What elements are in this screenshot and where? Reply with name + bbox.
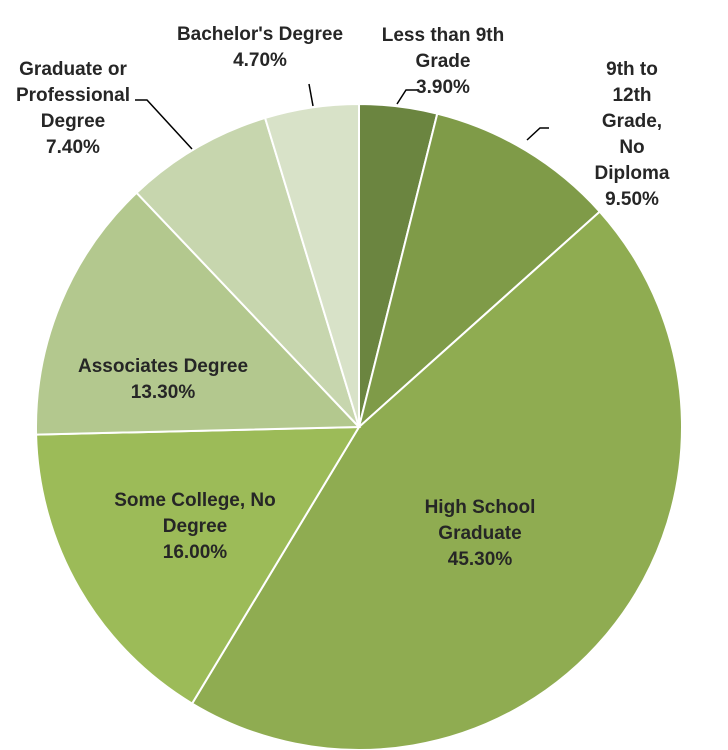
slice-category: 9th to 12th Grade, No Diploma <box>594 59 670 184</box>
leader-line-less-than-9th <box>396 89 418 105</box>
slice-category: Some College, No Degree <box>114 490 276 537</box>
slice-label-graduate: Graduate or Professional Degree 7.40% <box>16 57 130 161</box>
slice-category: Associates Degree <box>77 356 249 377</box>
pie-slice-associates <box>35 191 362 436</box>
slice-label-9th-to-12th: 9th to 12th Grade, No Diploma 9.50% <box>584 57 680 213</box>
slice-label-associates: Associates Degree 13.30% <box>78 354 248 406</box>
slice-value: 16.00% <box>162 542 228 563</box>
leader-lines <box>135 83 549 150</box>
slice-category: Less than 9th Grade <box>381 25 505 72</box>
pie-slice-bachelors <box>263 102 360 428</box>
pie-slice-high-school <box>190 210 683 750</box>
slice-value: 13.30% <box>130 382 196 403</box>
slice-value: 4.70% <box>233 50 287 71</box>
slice-label-high-school: High School Graduate 45.30% <box>425 495 536 573</box>
slice-category: High School Graduate <box>424 497 536 544</box>
slice-category: Bachelor's Degree <box>176 24 344 45</box>
slice-value: 3.90% <box>416 77 470 98</box>
slice-category: Graduate or Professional Degree <box>15 59 131 132</box>
pie-slice-graduate <box>135 116 360 428</box>
leader-line-9th-to-12th <box>526 127 549 141</box>
pie-slices <box>35 102 683 750</box>
slice-value: 45.30% <box>447 549 513 570</box>
pie-slice-some-college <box>35 425 361 705</box>
leader-line-graduate <box>135 99 193 150</box>
slice-value: 7.40% <box>46 137 100 158</box>
leader-line-bachelors <box>308 83 314 107</box>
slice-label-some-college: Some College, No Degree 16.00% <box>114 488 276 566</box>
pie-slice-9th-to-12th <box>357 112 602 430</box>
slice-label-less-than-9th: Less than 9th Grade 3.90% <box>382 23 504 101</box>
slice-label-bachelors: Bachelor's Degree 4.70% <box>177 22 343 74</box>
slice-value: 9.50% <box>605 189 659 210</box>
